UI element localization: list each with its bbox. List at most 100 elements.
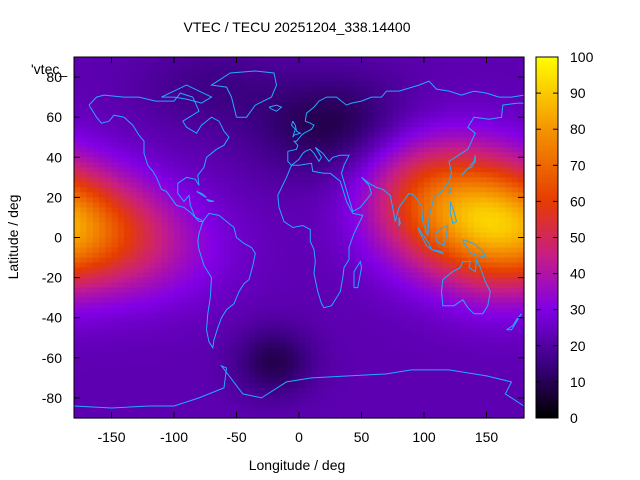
heatmap-cell <box>342 362 350 369</box>
heatmap-cell <box>130 372 138 379</box>
heatmap-cell <box>174 117 181 123</box>
heatmap-cell <box>230 392 238 399</box>
heatmap-cell <box>361 327 369 334</box>
heatmap-cell <box>130 127 138 133</box>
heatmap-cell <box>124 147 131 153</box>
heatmap-cell <box>474 127 481 133</box>
heatmap-cell <box>236 182 244 188</box>
heatmap-cell <box>417 257 425 264</box>
heatmap-cell <box>486 302 494 309</box>
heatmap-cell <box>374 112 381 118</box>
heatmap-cell <box>461 152 469 158</box>
heatmap-cell <box>99 232 106 239</box>
heatmap-cell <box>511 127 519 133</box>
heatmap-cell <box>492 177 500 183</box>
heatmap-cell <box>461 227 469 234</box>
heatmap-cell <box>449 172 456 178</box>
heatmap-cell <box>105 187 113 193</box>
heatmap-cell <box>180 157 188 163</box>
heatmap-cell <box>86 317 94 324</box>
heatmap-cell <box>92 197 100 203</box>
heatmap-cell <box>99 162 106 168</box>
heatmap-cell <box>174 262 181 269</box>
heatmap-cell <box>505 267 513 274</box>
heatmap-cell <box>99 352 106 359</box>
heatmap-cell <box>224 302 231 309</box>
heatmap-cell <box>249 147 256 153</box>
heatmap-cell <box>149 117 156 123</box>
heatmap-cell <box>199 57 206 63</box>
heatmap-cell <box>342 317 350 324</box>
heatmap-cell <box>317 187 325 193</box>
heatmap-cell <box>424 317 431 324</box>
heatmap-cell <box>267 307 275 314</box>
heatmap-cell <box>142 282 150 289</box>
heatmap-cell <box>305 317 313 324</box>
heatmap-cell <box>367 202 375 209</box>
heatmap-cell <box>336 82 344 88</box>
heatmap-cell <box>517 177 525 183</box>
heatmap-cell <box>274 352 281 359</box>
heatmap-cell <box>142 132 150 138</box>
heatmap-cell <box>130 347 138 354</box>
heatmap-cell <box>336 352 344 359</box>
heatmap-cell <box>505 182 513 188</box>
heatmap-cell <box>86 92 94 98</box>
heatmap-cell <box>392 392 400 399</box>
heatmap-cell <box>186 272 194 279</box>
heatmap-cell <box>224 362 231 369</box>
heatmap-cell <box>192 62 200 68</box>
heatmap-cell <box>280 202 288 209</box>
heatmap-cell <box>361 187 369 193</box>
heatmap-cell <box>99 202 106 209</box>
heatmap-cell <box>367 332 375 339</box>
heatmap-cell <box>349 377 356 384</box>
heatmap-cell <box>130 397 138 404</box>
heatmap-cell <box>142 92 150 98</box>
heatmap-cell <box>155 202 163 209</box>
heatmap-cell <box>167 357 175 364</box>
heatmap-cell <box>192 252 200 259</box>
heatmap-cell <box>261 172 269 178</box>
heatmap-cell <box>255 317 263 324</box>
heatmap-cell <box>142 167 150 173</box>
heatmap-cell <box>449 62 456 68</box>
heatmap-cell <box>405 362 413 369</box>
heatmap-cell <box>417 282 425 289</box>
heatmap-cell <box>99 182 106 188</box>
heatmap-cell <box>405 282 413 289</box>
heatmap-cell <box>155 387 163 394</box>
heatmap-cell <box>405 377 413 384</box>
heatmap-cell <box>205 102 213 108</box>
heatmap-cell <box>149 362 156 369</box>
heatmap-cell <box>217 327 225 334</box>
heatmap-cell <box>367 62 375 68</box>
heatmap-cell <box>80 92 88 98</box>
heatmap-cell <box>111 257 119 264</box>
heatmap-cell <box>492 382 500 389</box>
heatmap-cell <box>405 387 413 394</box>
heatmap-cell <box>205 112 213 118</box>
heatmap-cell <box>142 332 150 339</box>
heatmap-cell <box>349 62 356 68</box>
heatmap-cell <box>311 392 319 399</box>
heatmap-cell <box>192 127 200 133</box>
heatmap-cell <box>124 157 131 163</box>
heatmap-cell <box>480 77 488 83</box>
heatmap-cell <box>74 247 81 254</box>
heatmap-cell <box>486 387 494 394</box>
heatmap-cell <box>480 167 488 173</box>
heatmap-cell <box>417 207 425 214</box>
heatmap-cell <box>217 197 225 203</box>
heatmap-cell <box>311 97 319 103</box>
heatmap-cell <box>449 232 456 239</box>
heatmap-cell <box>492 127 500 133</box>
heatmap-cell <box>167 87 175 93</box>
heatmap-cell <box>267 282 275 289</box>
heatmap-cell <box>455 157 463 163</box>
heatmap-cell <box>455 217 463 224</box>
heatmap-cell <box>511 82 519 88</box>
heatmap-cell <box>236 377 244 384</box>
heatmap-cell <box>186 187 194 193</box>
heatmap-cell <box>249 302 256 309</box>
